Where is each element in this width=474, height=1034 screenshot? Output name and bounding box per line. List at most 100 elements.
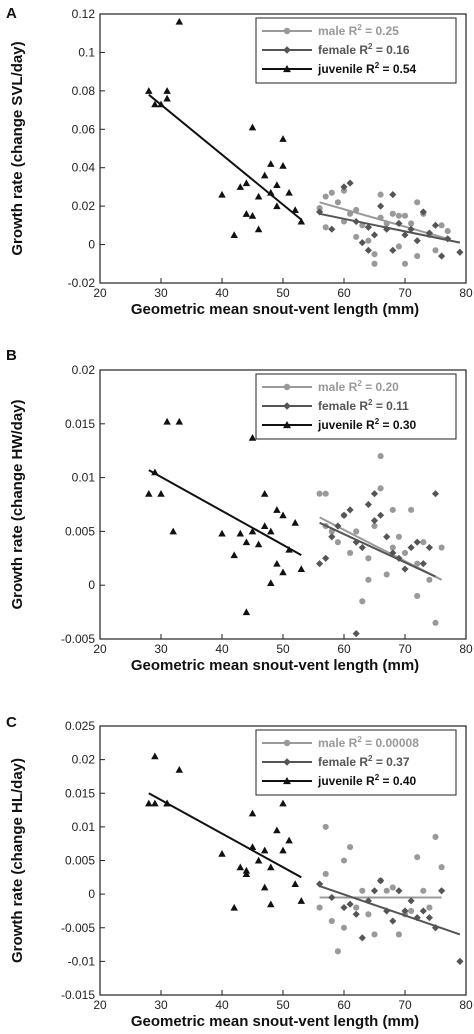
- female-point: [370, 887, 379, 895]
- female-point: [401, 231, 409, 239]
- juvenile-point: [175, 765, 184, 773]
- male-point: [340, 924, 348, 931]
- female-point: [389, 549, 397, 557]
- female-point: [389, 246, 397, 254]
- male-point: [334, 948, 341, 955]
- juvenile-point: [242, 608, 251, 616]
- juvenile-point: [236, 183, 245, 190]
- y-tick-label: 0.02: [72, 199, 96, 213]
- juvenile-point: [151, 799, 159, 807]
- y-tick-label: -0.02: [68, 276, 96, 290]
- x-axis-title: Geometric mean snout-vent length (mm): [131, 1013, 419, 1030]
- female-point: [370, 517, 379, 525]
- male-point: [322, 823, 329, 830]
- female-point: [383, 907, 391, 915]
- female-point: [431, 490, 440, 498]
- female-point: [364, 246, 372, 254]
- y-tick-label: 0.005: [65, 854, 95, 868]
- male-point: [420, 887, 427, 894]
- juvenile-point: [273, 559, 281, 567]
- y-axis-title: Growth rate (change HW/day): [9, 399, 26, 609]
- female-point: [364, 897, 372, 905]
- x-tick-label: 30: [154, 998, 168, 1012]
- x-tick-label: 60: [337, 998, 351, 1012]
- male-point: [365, 911, 372, 918]
- male-point: [365, 576, 372, 583]
- female-point: [346, 179, 354, 187]
- x-tick-label: 30: [154, 642, 168, 656]
- male-point: [401, 212, 409, 219]
- female-point: [346, 900, 354, 908]
- female-point: [401, 565, 409, 573]
- legend-marker: [283, 402, 291, 410]
- juvenile-fit-line: [148, 93, 302, 221]
- female-point: [413, 538, 421, 546]
- female-fit-line: [319, 212, 461, 244]
- panel-letter: C: [6, 714, 17, 731]
- juvenile-fit-line: [148, 469, 302, 556]
- female-point: [413, 914, 421, 922]
- legend-marker: [283, 421, 291, 429]
- female-point: [322, 554, 330, 562]
- series-female: [316, 490, 440, 638]
- juvenile-point: [236, 529, 245, 537]
- male-point: [340, 187, 348, 194]
- female-point: [389, 917, 397, 925]
- female-point: [419, 907, 427, 915]
- male-point: [316, 205, 323, 212]
- male-point: [426, 576, 433, 583]
- y-tick-label: 0.01: [72, 820, 96, 834]
- juvenile-point: [254, 540, 263, 548]
- series-juvenile: [145, 417, 306, 616]
- x-tick-label: 20: [93, 642, 107, 656]
- x-tick-label: 40: [215, 642, 229, 656]
- male-point: [383, 887, 390, 894]
- y-tick-label: -0.015: [61, 988, 95, 1002]
- juvenile-point: [242, 179, 251, 187]
- juvenile-point: [260, 522, 269, 530]
- male-point: [401, 260, 409, 267]
- female-point: [358, 239, 366, 247]
- female-point: [358, 934, 366, 942]
- female-point: [364, 500, 372, 509]
- juvenile-point: [254, 225, 263, 233]
- male-point: [377, 453, 384, 460]
- juvenile-point: [242, 866, 251, 874]
- male-point: [322, 224, 329, 231]
- legend-label-male: male R2 = 0.00008: [318, 735, 419, 750]
- juvenile-point: [260, 171, 269, 179]
- female-point: [334, 522, 342, 530]
- juvenile-point: [267, 160, 275, 167]
- juvenile-point: [248, 434, 257, 441]
- female-point: [431, 924, 440, 932]
- juvenile-point: [218, 850, 226, 857]
- juvenile-point: [151, 752, 159, 760]
- y-tick-label: -0.005: [61, 632, 95, 646]
- female-point: [456, 248, 464, 256]
- panel-a: A 20 30 40 50 60 70 80 -0.02 0 0.02 0.04 0.06 0.08 0.1…: [6, 5, 473, 318]
- female-point: [438, 252, 446, 260]
- juvenile-point: [145, 87, 153, 94]
- legend-label-female: female R2 = 0.16: [318, 42, 410, 57]
- male-point: [414, 199, 421, 206]
- male-point: [353, 904, 360, 911]
- female-point: [340, 904, 348, 912]
- y-tick-label: 0.02: [72, 363, 96, 377]
- male-point: [316, 904, 323, 911]
- juvenile-point: [279, 846, 287, 854]
- male-point: [365, 555, 372, 562]
- legend-label-male: male R2 = 0.25: [318, 23, 399, 38]
- legend-label-female: female R2 = 0.37: [318, 754, 410, 769]
- male-point: [408, 220, 415, 227]
- male-point: [395, 533, 402, 540]
- juvenile-point: [145, 490, 153, 497]
- legend-marker: [283, 46, 291, 54]
- series-female: [316, 179, 464, 260]
- y-tick-label: 0: [88, 238, 95, 252]
- male-point: [395, 243, 402, 250]
- juvenile-point: [242, 210, 251, 217]
- y-tick-label: 0.01: [72, 471, 96, 485]
- female-point: [328, 893, 336, 902]
- series-male: [316, 823, 445, 955]
- male-point: [414, 560, 421, 567]
